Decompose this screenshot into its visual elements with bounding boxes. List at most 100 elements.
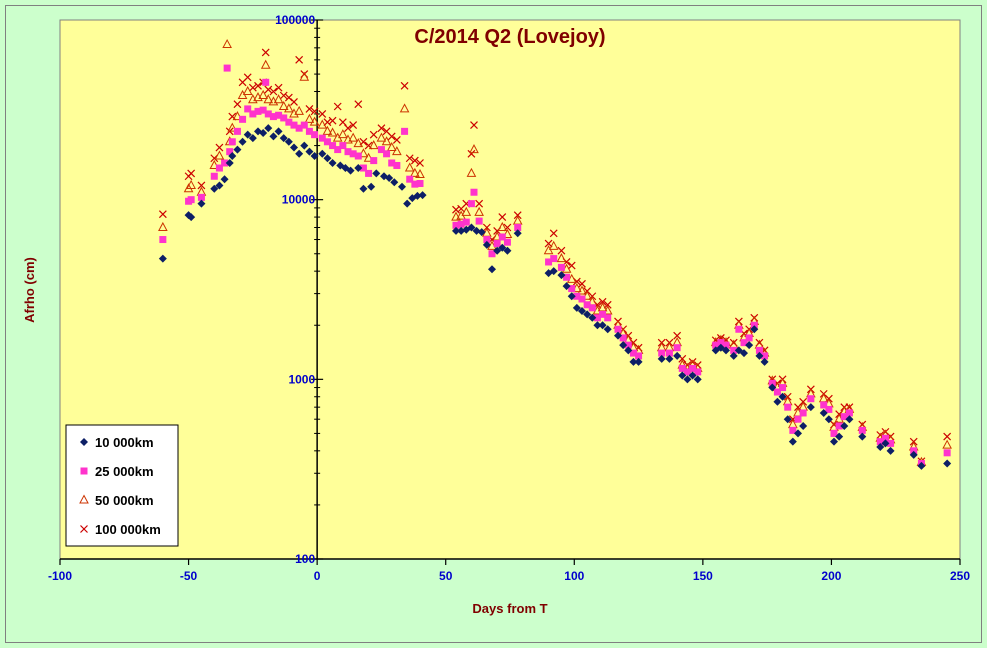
data-point [233,100,242,109]
data-point [225,158,234,167]
data-point [269,113,277,121]
data-point [399,103,410,113]
data-point [264,110,272,118]
data-point [227,122,238,132]
data-point [467,149,476,158]
data-point [820,401,828,409]
data-point [917,461,926,470]
data-point [840,421,849,430]
data-point [768,379,776,387]
data-point [418,191,427,200]
data-point [673,351,682,360]
data-point [567,261,576,270]
data-point [768,383,777,392]
data-point [415,168,425,179]
data-point [602,305,613,315]
data-point [393,161,401,169]
data-point [545,258,553,266]
data-point [416,159,424,167]
data-point [572,303,581,312]
data-point [284,137,293,146]
data-point [735,325,743,333]
data-point [825,405,833,413]
data-point [323,154,332,163]
data-point [370,157,378,165]
data-point [887,439,895,447]
data-point [830,429,838,437]
x-tick-label: -50 [180,569,198,583]
data-point [466,167,477,177]
data-point [740,339,748,347]
data-point [598,297,607,306]
data-point [338,129,348,139]
data-point [346,166,355,175]
data-point [411,180,419,188]
data-point [404,162,415,172]
data-point [261,48,270,57]
data-point [755,346,763,354]
legend-marker [79,494,89,504]
data-point [493,240,501,248]
data-point [359,164,367,172]
data-point [243,130,252,139]
data-point [750,325,759,334]
data-point [323,138,331,146]
data-point [760,357,769,366]
data-point [226,148,234,156]
data-point [482,240,491,249]
data-point [807,395,815,403]
data-point [386,141,397,152]
data-point [779,384,787,392]
data-point [593,314,601,322]
data-point [259,128,268,137]
data-point [557,271,566,280]
data-point [513,229,522,238]
data-point [683,375,692,384]
x-tick-label: 150 [693,569,713,583]
data-point [305,127,313,135]
data-point [328,116,337,125]
data-point [269,87,278,96]
data-point [881,439,890,448]
plot-area [59,19,961,560]
data-point [197,199,206,208]
data-point [665,349,673,357]
data-point [349,121,358,130]
data-point [367,182,376,191]
data-point [187,213,196,222]
data-point [658,349,666,357]
data-point [544,239,553,248]
data-point [228,112,237,121]
x-tick-label: 200 [821,569,841,583]
data-point [305,104,314,113]
data-point [503,238,511,246]
data-point [467,200,475,208]
data-point [549,267,558,276]
data-point [557,246,566,255]
data-point [317,119,328,129]
data-point [377,146,385,154]
data-point [830,437,838,446]
data-point [354,164,363,173]
data-point [603,325,612,334]
data-point [243,73,252,82]
data-point [783,415,792,424]
data-point [413,191,422,200]
data-point [493,246,502,255]
data-point [284,103,294,113]
data-point [269,132,278,141]
x-tick-label: 100 [564,569,584,583]
data-point [549,229,558,238]
legend-label: 100 000km [95,522,161,537]
data-point [588,304,596,312]
data-point [295,55,304,64]
data-point [295,124,303,132]
data-point [886,446,895,455]
y-tick-label: 10000 [282,193,316,207]
data-point [778,392,787,401]
data-point [614,325,622,333]
data-point [274,83,283,92]
data-point [387,132,396,141]
data-point [323,118,332,127]
